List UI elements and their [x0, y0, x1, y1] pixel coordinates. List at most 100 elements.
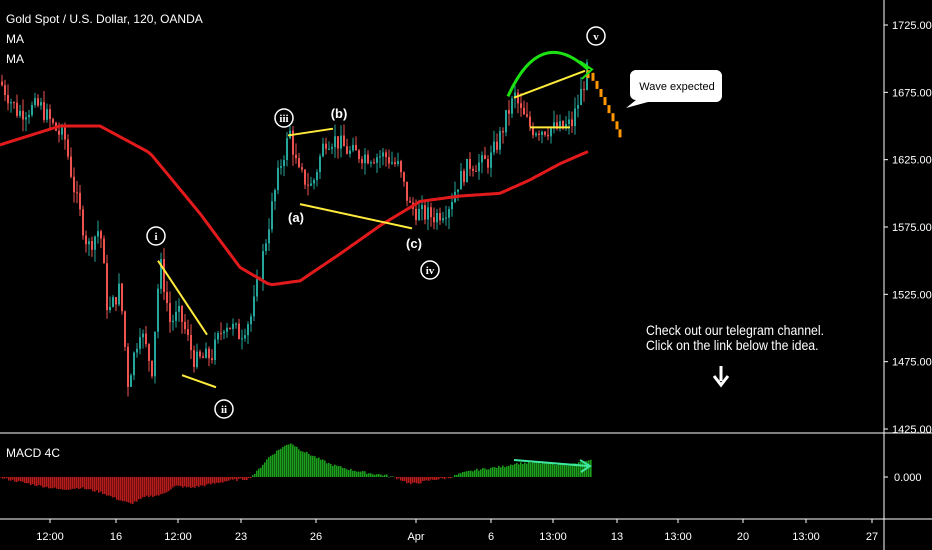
indicator-ma-2[interactable]: MA	[6, 52, 24, 66]
macd-bar-negative	[112, 477, 114, 498]
macd-bar-positive	[262, 464, 264, 477]
macd-bar-negative	[108, 477, 110, 496]
macd-bar-positive	[290, 443, 292, 477]
candle-up	[241, 338, 243, 340]
macd-pane-label[interactable]: MACD 4C	[6, 446, 61, 460]
candle-up	[451, 202, 453, 210]
macd-bar-negative	[400, 477, 402, 481]
macd-bar-negative	[416, 477, 418, 484]
macd-bar-positive	[588, 460, 590, 477]
candle-down	[409, 200, 411, 203]
candle-up	[172, 320, 174, 323]
candle-up	[376, 157, 378, 163]
candle-down	[388, 157, 390, 164]
macd-bar-positive	[268, 457, 270, 477]
macd-bar-negative	[46, 477, 48, 487]
candle-down	[76, 192, 78, 194]
macd-bar-positive	[320, 459, 322, 477]
macd-bar-positive	[324, 460, 326, 477]
macd-bar-positive	[306, 451, 308, 477]
candle-up	[448, 209, 450, 218]
projection-step	[603, 97, 607, 106]
candle-up	[322, 143, 324, 157]
candle-down	[64, 127, 66, 140]
candle-up	[493, 141, 495, 153]
candle-up	[133, 352, 135, 376]
macd-bar-positive	[274, 453, 276, 477]
candle-down	[424, 205, 426, 220]
macd-bar-positive	[554, 464, 556, 477]
price-tick-label: 1625.000	[892, 155, 932, 167]
macd-bar-negative	[170, 477, 172, 490]
candle-down	[430, 207, 432, 218]
macd-bar-positive	[386, 474, 388, 477]
macd-bar-negative	[40, 477, 42, 486]
macd-bar-positive	[468, 470, 470, 477]
macd-bar-negative	[148, 477, 150, 498]
macd-bar-negative	[76, 477, 78, 488]
candle-up	[382, 152, 384, 157]
macd-bar-negative	[420, 477, 422, 484]
macd-bar-negative	[162, 477, 164, 494]
macd-bar-positive	[518, 464, 520, 477]
candle-down	[475, 170, 477, 172]
time-tick-label: 12:00	[164, 531, 192, 543]
macd-bar-negative	[448, 477, 450, 479]
macd-bar-negative	[70, 477, 72, 490]
macd-bar-negative	[30, 477, 32, 486]
macd-bar-positive	[326, 463, 328, 477]
macd-bar-positive	[278, 449, 280, 477]
candle-down	[583, 88, 585, 90]
price-tick-label: 1675.000	[892, 87, 932, 99]
macd-bar-negative	[438, 477, 440, 480]
macd-bar-positive	[258, 468, 260, 477]
candle-up	[46, 109, 48, 120]
candle-up	[31, 105, 33, 116]
price-tick-label: 1425.000	[892, 424, 932, 436]
candle-down	[52, 119, 54, 123]
candle-up	[94, 236, 96, 250]
macd-bar-negative	[224, 477, 226, 482]
candle-up	[313, 180, 315, 184]
candle-down	[115, 297, 117, 305]
macd-bar-negative	[428, 477, 430, 481]
macd-bar-negative	[444, 477, 446, 480]
symbol-title[interactable]: Gold Spot / U.S. Dollar, 120, OANDA	[6, 12, 203, 26]
macd-bar-positive	[288, 444, 290, 477]
macd-bar-positive	[334, 464, 336, 477]
telegram-note-line-1: Check out our telegram channel.	[646, 322, 825, 338]
macd-bar-positive	[380, 474, 382, 477]
macd-bar-negative	[122, 477, 124, 502]
macd-bar-negative	[238, 477, 240, 479]
candle-down	[295, 154, 297, 159]
macd-bar-negative	[140, 477, 142, 499]
macd-bar-negative	[86, 477, 88, 490]
candle-down	[463, 170, 465, 183]
macd-bar-positive	[332, 465, 334, 477]
wave-label-circle	[146, 226, 166, 246]
macd-bar-positive	[308, 453, 310, 477]
macd-bar-negative	[16, 477, 18, 483]
macd-bar-negative	[34, 477, 36, 486]
candle-up	[316, 172, 318, 181]
macd-bar-negative	[164, 477, 166, 494]
candle-up	[421, 205, 423, 210]
candle-up	[205, 348, 207, 358]
candle-down	[325, 143, 327, 149]
macd-bar-negative	[414, 477, 416, 483]
macd-bar-negative	[10, 477, 12, 481]
moving-average-line	[0, 124, 589, 287]
macd-bar-positive	[382, 475, 384, 477]
candle-down	[304, 169, 306, 185]
indicator-ma-1[interactable]: MA	[6, 32, 24, 46]
macd-bar-positive	[504, 467, 506, 477]
candle-down	[472, 168, 474, 171]
candle-up	[481, 155, 483, 163]
candle-down	[469, 159, 471, 169]
macd-bar-positive	[562, 463, 564, 477]
macd-bar-negative	[246, 477, 248, 481]
macd-divergence-line	[513, 459, 589, 467]
macd-bar-negative	[210, 477, 212, 485]
